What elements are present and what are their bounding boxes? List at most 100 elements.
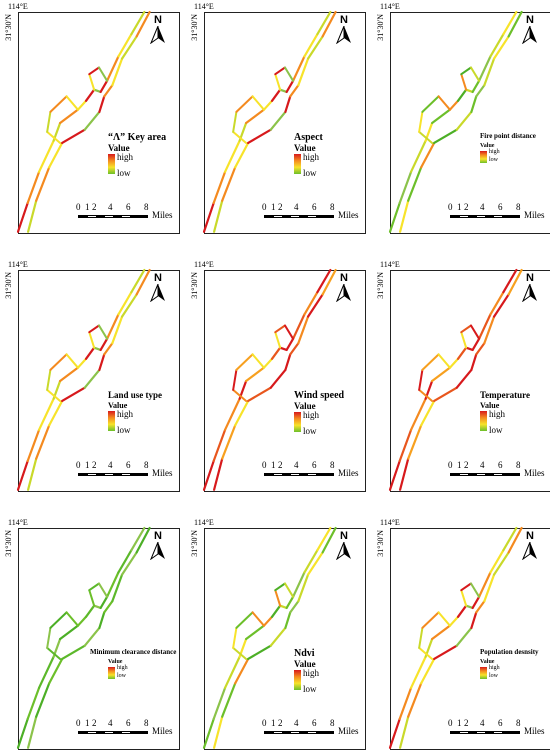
scale-tick-label: 0: [448, 718, 453, 728]
route-segment: [297, 315, 310, 345]
legend-high-label: high: [303, 152, 320, 162]
route-segment: [437, 611, 451, 627]
route-segment: [93, 346, 102, 352]
route-segment: [455, 110, 473, 131]
latitude-label: 31°30′N: [190, 14, 199, 41]
route-segment: [247, 128, 272, 145]
scale-tick-label: 1: [457, 460, 462, 470]
route-segment: [245, 624, 266, 641]
route-segment: [399, 715, 410, 749]
route-segment: [59, 108, 80, 125]
route-segment: [202, 717, 215, 749]
scale-tick-label: 2: [464, 718, 469, 728]
legend-low-label: low: [117, 673, 126, 679]
route-segment: [76, 357, 88, 369]
route-segment: [88, 73, 96, 91]
route-segment: [460, 582, 472, 592]
longitude-label: 114°E: [8, 2, 28, 11]
longitude-label: 114°E: [8, 518, 28, 527]
route-segment: [130, 268, 146, 294]
route-segment: [26, 170, 41, 205]
route-segment: [65, 611, 79, 627]
map-frame: [390, 12, 550, 234]
scale-units-label: Miles: [338, 726, 359, 736]
scale-tick-label: 2: [278, 460, 283, 470]
route-segment: [306, 35, 324, 60]
route-segment: [59, 366, 80, 383]
scale-tick-label: 4: [480, 202, 485, 212]
route-segment: [223, 397, 241, 431]
route-segment: [103, 600, 114, 614]
route-segment: [93, 604, 102, 610]
route-segment: [388, 201, 401, 233]
route-segment: [477, 55, 492, 82]
route-segment: [489, 549, 505, 574]
route-segment: [235, 611, 254, 629]
route-segment: [433, 386, 458, 403]
legend-value-label: Value: [294, 143, 316, 153]
route-segment: [407, 682, 423, 718]
legend-low-label: low: [303, 684, 317, 694]
scale-tick-label: 8: [144, 718, 149, 728]
scale-tick-label: 4: [480, 460, 485, 470]
route-segment: [46, 388, 62, 402]
legend-title: “Λ” Key area: [108, 132, 167, 143]
scale-tick-label: 8: [330, 718, 335, 728]
latitude-label: 31°30′N: [376, 14, 385, 41]
legend-color-ramp: [108, 411, 115, 431]
route-segment: [98, 582, 109, 598]
route-segment: [65, 95, 79, 111]
route-segment: [471, 595, 481, 610]
map-frame: [18, 12, 180, 234]
route-segment: [76, 99, 88, 111]
legend-low-label: low: [303, 426, 317, 436]
route-segment: [388, 717, 401, 749]
route-segment: [88, 582, 100, 592]
latitude-label: 31°30′N: [4, 272, 13, 299]
route-segment: [98, 611, 106, 630]
route-segment: [27, 715, 38, 749]
route-segment: [251, 611, 265, 627]
scale-tick-label: 4: [294, 202, 299, 212]
scale-tick-label: 2: [92, 460, 97, 470]
route-segment: [59, 624, 80, 641]
latitude-label: 31°30′N: [4, 14, 13, 41]
power-line-route: [16, 10, 151, 233]
route-segment: [37, 139, 55, 173]
route-segment: [61, 386, 86, 403]
route-segment: [251, 95, 265, 111]
power-line-route: [388, 268, 523, 491]
route-segment: [98, 95, 106, 114]
scale-bar-graphic: [78, 473, 148, 476]
route-segment: [105, 55, 120, 82]
route-segment: [61, 128, 86, 145]
legend-low-label: low: [489, 673, 498, 679]
route-segment: [269, 626, 287, 647]
route-segment: [407, 424, 423, 460]
route-segment: [88, 331, 96, 349]
route-segment: [270, 604, 282, 618]
longitude-label: 114°E: [194, 2, 214, 11]
power-line-route: [202, 10, 337, 233]
scale-tick-label: 8: [144, 460, 149, 470]
route-segment: [507, 10, 523, 38]
latitude-label: 31°30′N: [376, 530, 385, 557]
scale-tick-label: 4: [108, 718, 113, 728]
route-segment: [76, 615, 88, 627]
scale-tick-label: 0: [76, 202, 81, 212]
route-segment: [502, 268, 518, 294]
route-segment: [321, 526, 337, 554]
route-segment: [289, 84, 300, 98]
legend-high-label: high: [117, 152, 134, 162]
route-segment: [448, 99, 460, 111]
route-segment: [470, 324, 481, 340]
route-segment: [213, 715, 224, 749]
scale-tick-label: 4: [108, 202, 113, 212]
scale-tick-label: 6: [498, 460, 503, 470]
route-segment: [477, 313, 492, 340]
route-segment: [120, 551, 138, 576]
route-segment: [502, 526, 518, 552]
legend-value-label: Value: [108, 401, 128, 410]
route-segment: [460, 73, 468, 91]
scale-bar-graphic: [450, 215, 520, 218]
